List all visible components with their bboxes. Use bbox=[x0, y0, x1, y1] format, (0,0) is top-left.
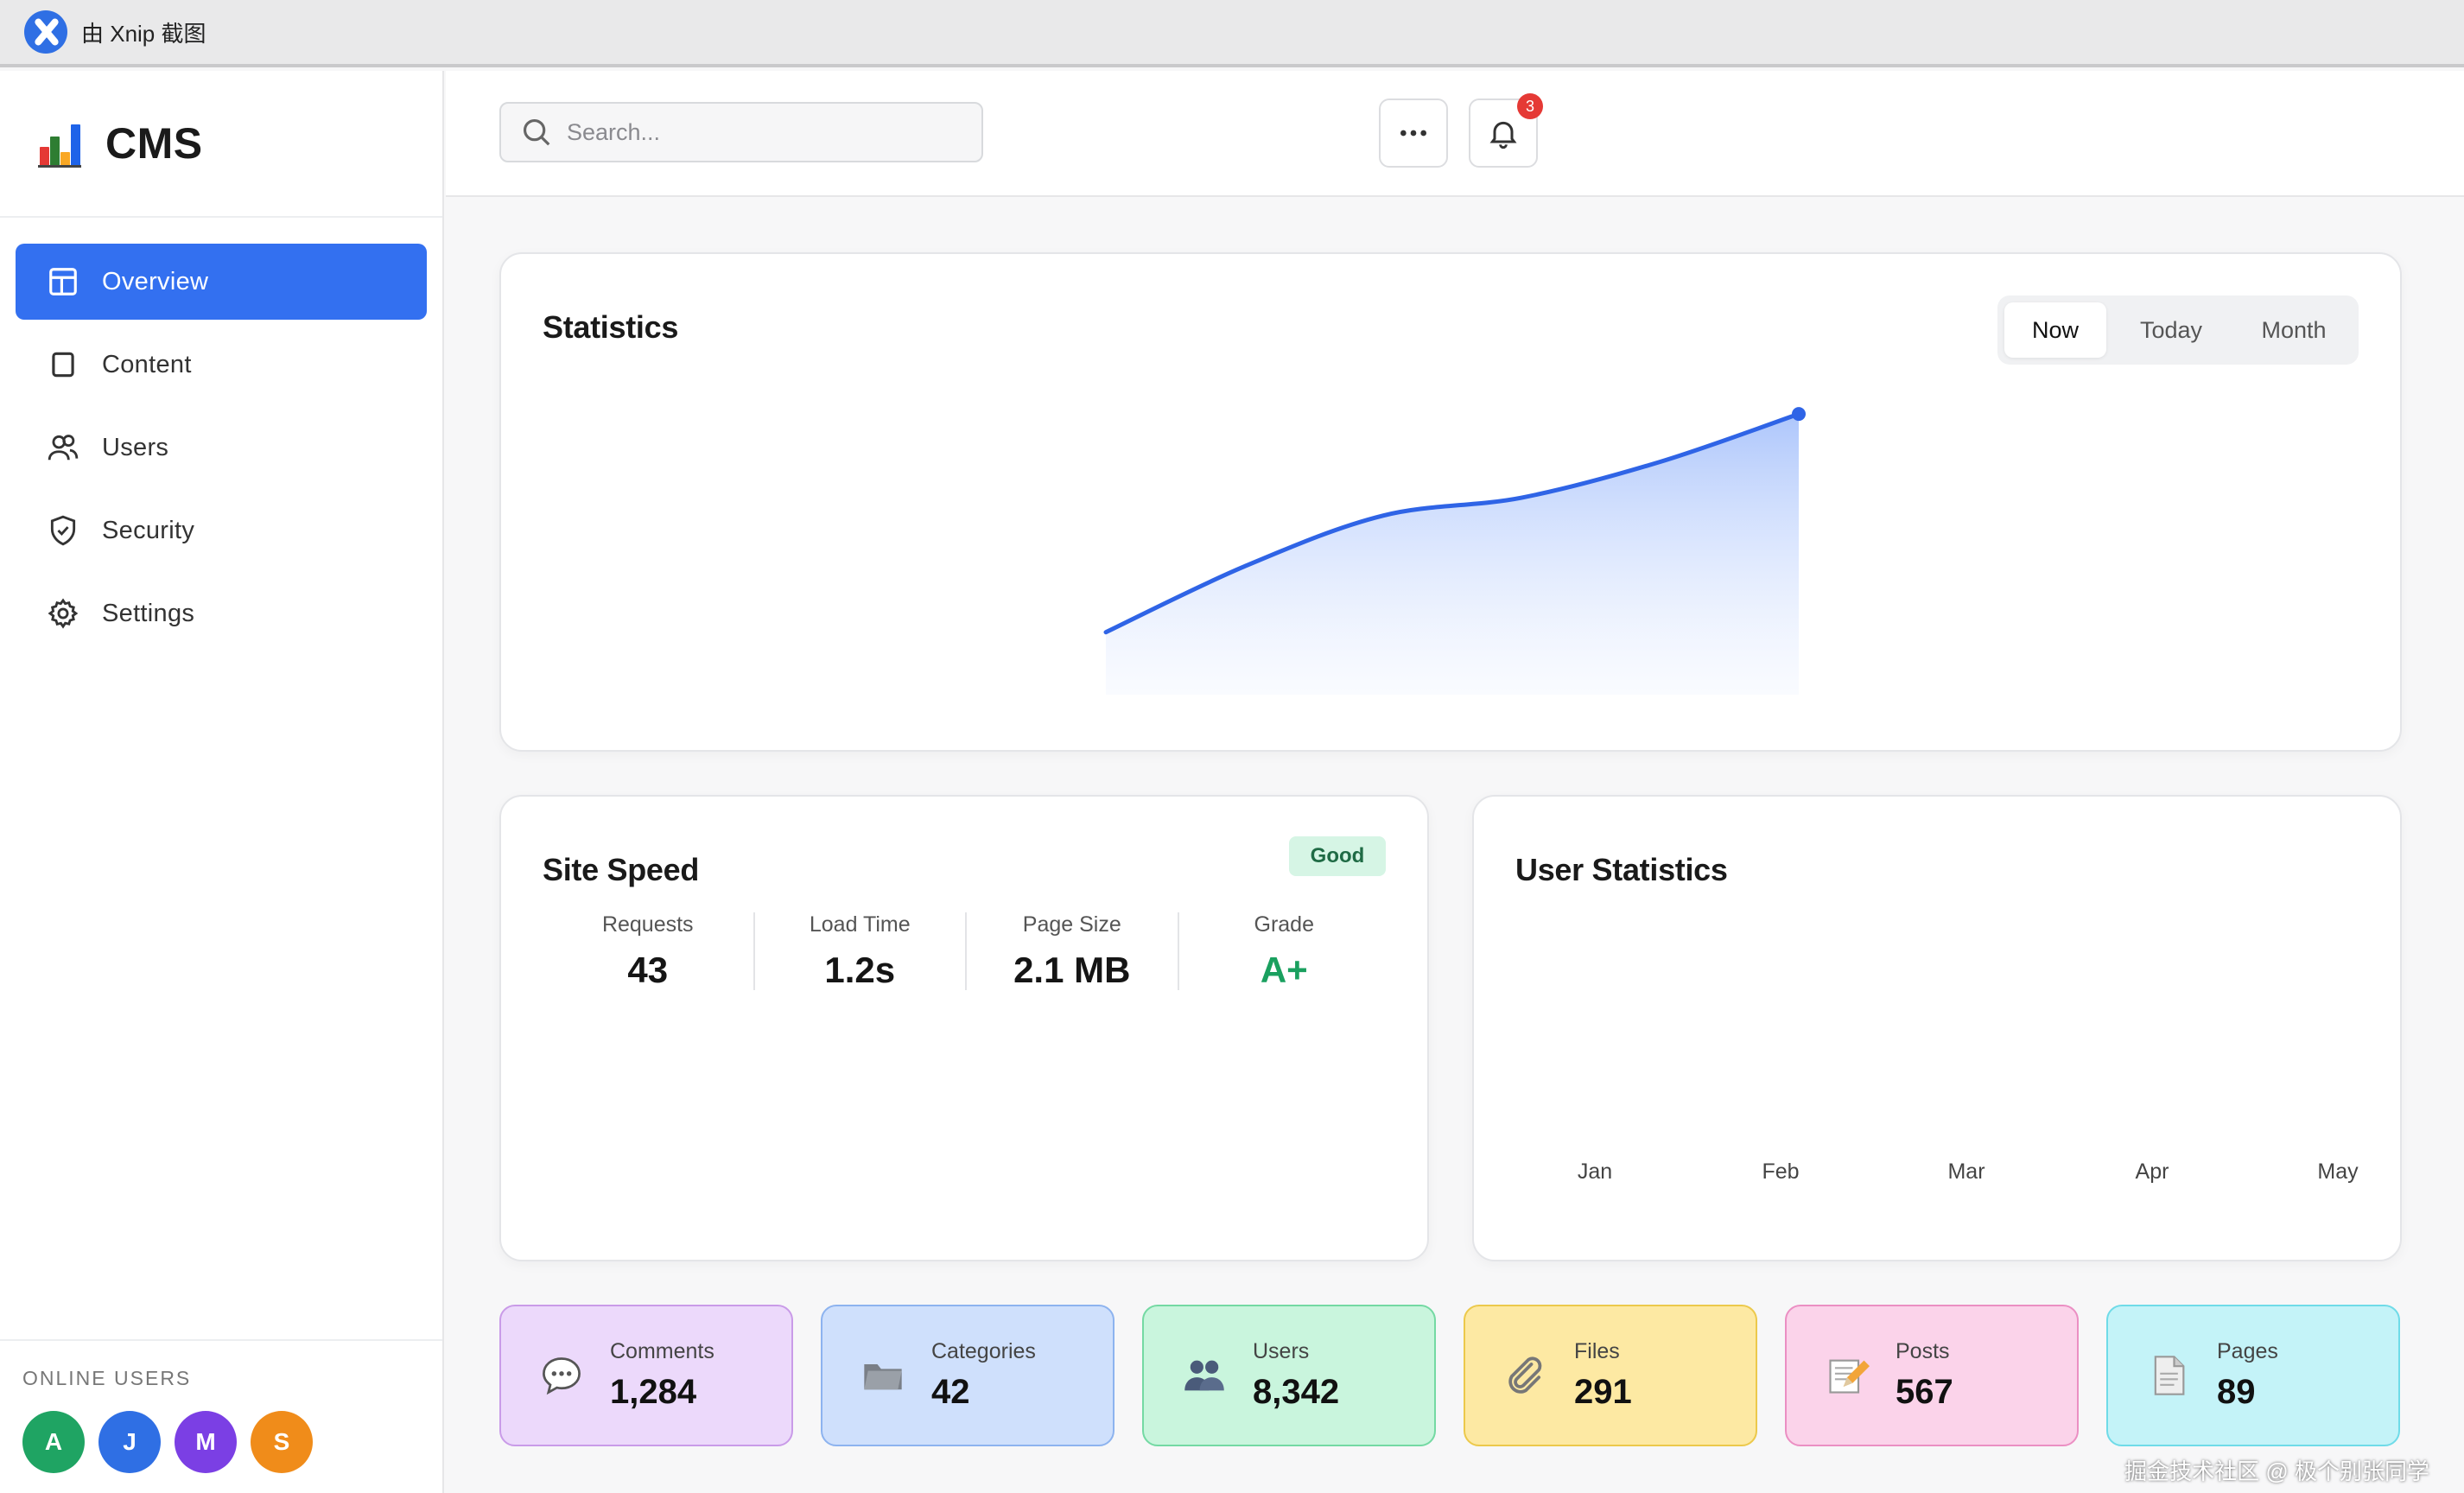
chart-endpoint-marker[interactable] bbox=[1792, 407, 1806, 422]
metric-label: Page Size bbox=[1022, 912, 1121, 937]
tile-comments[interactable]: Comments 1,284 bbox=[499, 1305, 793, 1446]
tile-label: Pages bbox=[2217, 1339, 2278, 1363]
square-icon bbox=[52, 352, 74, 378]
chart-series-line bbox=[1103, 411, 1801, 635]
sidebar-item-label: Content bbox=[102, 350, 192, 378]
statistics-card: Statistics Now Today Month bbox=[499, 252, 2402, 752]
sidebar-item-label: Overview bbox=[102, 267, 209, 295]
metric-value: A+ bbox=[1260, 950, 1308, 990]
paperclip-icon bbox=[1502, 1351, 1550, 1400]
tile-pages[interactable]: Pages 89 bbox=[2106, 1305, 2400, 1446]
search-icon bbox=[523, 118, 550, 146]
month-label: Feb bbox=[1762, 1159, 1800, 1184]
month-label: Jan bbox=[1577, 1159, 1613, 1184]
tile-posts[interactable]: Posts 567 bbox=[1785, 1305, 2079, 1446]
avatar[interactable]: A bbox=[22, 1411, 85, 1473]
metric-label: Load Time bbox=[809, 912, 911, 937]
tab-today[interactable]: Today bbox=[2139, 316, 2203, 343]
more-options-button[interactable] bbox=[1379, 98, 1448, 168]
site-speed-title: Site Speed bbox=[543, 852, 700, 887]
people-icon bbox=[1180, 1351, 1229, 1400]
bell-icon bbox=[1489, 121, 1517, 149]
brand[interactable]: CMS bbox=[0, 71, 442, 218]
bar-chart-logo-icon bbox=[38, 121, 81, 168]
page-icon bbox=[2144, 1351, 2193, 1400]
brand-name: CMS bbox=[105, 119, 203, 168]
tile-categories[interactable]: Categories 42 bbox=[821, 1305, 1115, 1446]
sidebar-item-users[interactable]: Users bbox=[16, 410, 427, 486]
month-label: Mar bbox=[1947, 1159, 1985, 1184]
tile-value: 8,342 bbox=[1253, 1373, 1340, 1411]
metric-label: Grade bbox=[1254, 912, 1314, 937]
os-title-bar: 由 Xnip 截图 bbox=[0, 0, 2464, 67]
os-title: 由 Xnip 截图 bbox=[81, 20, 206, 47]
speed-metrics: Requests 43 Load Time 1.2s Page Size 2.1… bbox=[543, 912, 1389, 990]
metric-requests: Requests 43 bbox=[543, 912, 755, 990]
folder-icon bbox=[859, 1351, 907, 1400]
sidebar-nav: Overview Content Users Security Settings bbox=[0, 218, 442, 684]
tile-label: Comments bbox=[610, 1339, 714, 1363]
sidebar-item-label: Settings bbox=[102, 599, 195, 627]
memo-icon bbox=[1823, 1351, 1871, 1400]
users-icon bbox=[48, 435, 79, 461]
tile-users[interactable]: Users 8,342 bbox=[1142, 1305, 1436, 1446]
user-statistics-card: User Statistics Jan Feb Mar Apr May bbox=[1472, 795, 2402, 1261]
tile-label: Posts bbox=[1896, 1339, 1950, 1363]
notifications-button[interactable]: 3 bbox=[1469, 93, 1543, 168]
metric-label: Requests bbox=[601, 912, 694, 937]
month-axis: Jan Feb Mar Apr May bbox=[1543, 1159, 2390, 1185]
metric-page-size: Page Size 2.1 MB bbox=[967, 912, 1179, 990]
online-users-title: ONLINE USERS bbox=[22, 1367, 192, 1389]
tile-value: 567 bbox=[1896, 1373, 1953, 1411]
gear-icon bbox=[48, 598, 79, 629]
month-label: May bbox=[2317, 1159, 2359, 1184]
sidebar: CMS Overview Content Users Security Sett… bbox=[0, 71, 444, 1493]
tile-value: 1,284 bbox=[610, 1373, 697, 1411]
xnip-logo-icon bbox=[24, 10, 67, 54]
search-box[interactable] bbox=[499, 102, 983, 162]
tab-now[interactable]: Now bbox=[2004, 302, 2106, 358]
statistics-title: Statistics bbox=[543, 309, 679, 345]
metric-value: 1.2s bbox=[824, 950, 896, 990]
avatar[interactable]: M bbox=[175, 1411, 237, 1473]
sidebar-item-overview[interactable]: Overview bbox=[16, 244, 427, 320]
sidebar-item-settings[interactable]: Settings bbox=[16, 575, 427, 651]
tile-value: 89 bbox=[2217, 1373, 2256, 1411]
tile-label: Files bbox=[1574, 1339, 1620, 1363]
tile-value: 291 bbox=[1574, 1373, 1632, 1411]
notification-count-badge: 3 bbox=[1517, 93, 1543, 119]
tile-label: Users bbox=[1253, 1339, 1310, 1363]
speech-bubble-icon bbox=[537, 1351, 586, 1400]
metric-load-time: Load Time 1.2s bbox=[755, 912, 967, 990]
watermark-text: 掘金技术社区 @ 极个别张同学 bbox=[2124, 1458, 2429, 1484]
user-statistics-title: User Statistics bbox=[1515, 852, 1728, 887]
tile-label: Categories bbox=[931, 1339, 1036, 1363]
tile-files[interactable]: Files 291 bbox=[1464, 1305, 1757, 1446]
metric-grade: Grade A+ bbox=[1179, 912, 1390, 990]
search-input[interactable] bbox=[565, 118, 962, 147]
shield-check-icon bbox=[50, 515, 76, 546]
sidebar-item-label: Security bbox=[102, 516, 195, 544]
more-horizontal-icon bbox=[1400, 130, 1426, 137]
statistics-area-chart bbox=[1103, 407, 1806, 695]
metric-value: 2.1 MB bbox=[1013, 950, 1131, 990]
speed-status-badge: Good bbox=[1289, 836, 1386, 876]
layout-icon bbox=[49, 268, 77, 295]
month-label: Apr bbox=[2135, 1159, 2169, 1184]
avatar[interactable]: J bbox=[98, 1411, 161, 1473]
time-range-selector: Now Today Month bbox=[1997, 295, 2359, 365]
sidebar-item-content[interactable]: Content bbox=[16, 327, 427, 403]
chart-area-fill bbox=[1106, 414, 1799, 695]
metric-value: 43 bbox=[627, 950, 669, 990]
tile-value: 42 bbox=[931, 1373, 970, 1411]
avatar[interactable]: S bbox=[251, 1411, 313, 1473]
site-speed-card: Site Speed Good Requests 43 Load Time 1.… bbox=[499, 795, 1429, 1261]
sidebar-item-label: Users bbox=[102, 433, 169, 461]
tab-month[interactable]: Month bbox=[2261, 316, 2327, 343]
top-header: 3 bbox=[446, 71, 2464, 197]
sidebar-item-security[interactable]: Security bbox=[16, 492, 427, 569]
